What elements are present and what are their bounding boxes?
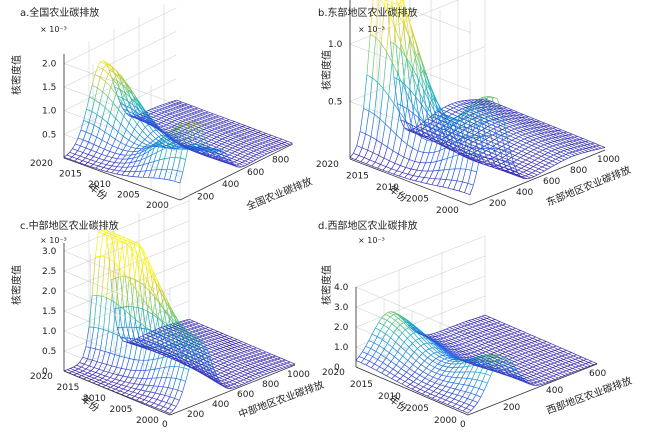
surface-mesh: [63, 228, 296, 414]
x-tick-label: 400: [546, 386, 563, 396]
chart-panel-1: 200 400 600 800 2000 2005 2010 2015 2020 0.5 1.0 1.…: [10, 4, 314, 213]
x-tick-label: 200: [489, 199, 506, 209]
axes: [63, 243, 296, 416]
surface-mesh: [349, 0, 606, 196]
y-tick-label: 2010: [88, 180, 111, 190]
x-tick-label: 600: [247, 168, 264, 178]
x-axis-label: 全国农业碳排放: [244, 175, 314, 213]
z-tick-label: 4.0: [334, 283, 349, 293]
z-tick-label: 2.5: [42, 267, 56, 277]
y-tick-label: 2000: [136, 416, 159, 426]
x-tick-label: 400: [222, 180, 239, 190]
y-tick-label: 2020: [30, 372, 53, 382]
y-tick-label: 2005: [406, 195, 429, 205]
z-multiplier-label: × 10⁻³: [358, 236, 385, 245]
z-axis-label: 核密度值: [10, 265, 23, 305]
z-multiplier-label: × 10⁻³: [358, 25, 385, 34]
z-multiplier-label: × 10⁻³: [40, 25, 67, 34]
x-tick-label: 800: [262, 380, 279, 390]
y-tick-label: 2005: [406, 404, 429, 414]
axes: [63, 54, 293, 201]
chart-panel-4: 02004006002000200520102015202001.02.03.0…: [318, 219, 634, 430]
panel-title: a.全国农业碳排放: [20, 6, 99, 19]
y-tick-label: 2000: [434, 416, 457, 426]
z-multiplier-label: × 10⁻³: [40, 236, 67, 245]
z-tick-label: 2.0: [42, 59, 57, 69]
y-tick-label: 2015: [350, 380, 373, 390]
x-tick-label: 800: [272, 155, 289, 165]
chart-panel-3: 020040060080010002000200520102015202000.…: [10, 193, 326, 430]
z-tick-label: 2.0: [334, 323, 349, 333]
z-tick-label: 1.0: [328, 40, 343, 50]
z-tick-label: 1.5: [42, 307, 56, 317]
z-tick-label: 0.5: [42, 130, 56, 140]
z-axis-label: 核密度值: [320, 265, 333, 305]
x-tick-label: 200: [187, 410, 204, 420]
panel-title: b.东部地区农业碳排放: [318, 6, 418, 19]
surface-mesh: [63, 60, 293, 184]
x-tick-label: 1000: [597, 155, 620, 165]
panel-title: d.西部地区农业碳排放: [318, 219, 418, 232]
x-tick-label: 400: [212, 400, 229, 410]
z-tick-label: 0.5: [328, 98, 342, 108]
y-tick-label: 2020: [322, 368, 345, 378]
z-tick-label: 1.0: [42, 327, 57, 337]
y-tick-label: 2010: [378, 392, 401, 402]
y-tick-label: 2005: [117, 191, 140, 201]
x-tick-label: 1000: [287, 370, 310, 380]
z-tick-label: 3.0: [334, 303, 349, 313]
z-tick-label: 2.0: [42, 287, 57, 297]
z-axis-label: 核密度值: [320, 50, 333, 90]
y-tick-label: 2000: [436, 206, 459, 216]
x-tick-label: 800: [570, 166, 587, 176]
z-tick-label: 0.5: [42, 347, 56, 357]
z-tick-label: 0: [42, 367, 48, 377]
x-tick-label: 0: [162, 420, 168, 430]
x-tick-label: 400: [516, 188, 533, 198]
y-tick-label: 2015: [59, 170, 82, 180]
y-tick-label: 2015: [346, 172, 369, 182]
x-tick-label: 200: [503, 403, 520, 413]
axes: [355, 287, 598, 416]
y-tick-label: 2005: [110, 405, 133, 415]
z-axis-label: 核密度值: [10, 55, 23, 95]
z-tick-label: 1.0: [334, 343, 349, 353]
x-tick-label: 600: [589, 369, 606, 379]
x-tick-label: 600: [237, 390, 254, 400]
y-tick-label: 2015: [57, 383, 80, 393]
x-tick-label: 200: [197, 193, 214, 203]
x-tick-label: 600: [543, 177, 560, 187]
z-tick-label: 3.0: [42, 247, 57, 257]
grid: [349, 0, 486, 205]
panel-title: c.中部地区农业碳排放: [20, 219, 119, 232]
y-tick-label: 2000: [146, 201, 169, 211]
y-tick-label: 2010: [376, 183, 399, 193]
y-tick-label: 2020: [30, 159, 53, 169]
z-tick-label: 1.5: [42, 83, 56, 93]
surface-mesh: [355, 311, 598, 414]
z-tick-label: 1.0: [42, 107, 57, 117]
z-tick-label: 0: [334, 363, 340, 373]
y-tick-label: 2010: [83, 394, 106, 404]
axes: [349, 0, 606, 206]
chart-panel-2: 200 400 600 800 1000 2000 2005 2010 2015 2020 0.5 1…: [316, 0, 633, 216]
x-tick-label: 0: [460, 420, 466, 430]
y-tick-label: 2020: [316, 160, 339, 170]
